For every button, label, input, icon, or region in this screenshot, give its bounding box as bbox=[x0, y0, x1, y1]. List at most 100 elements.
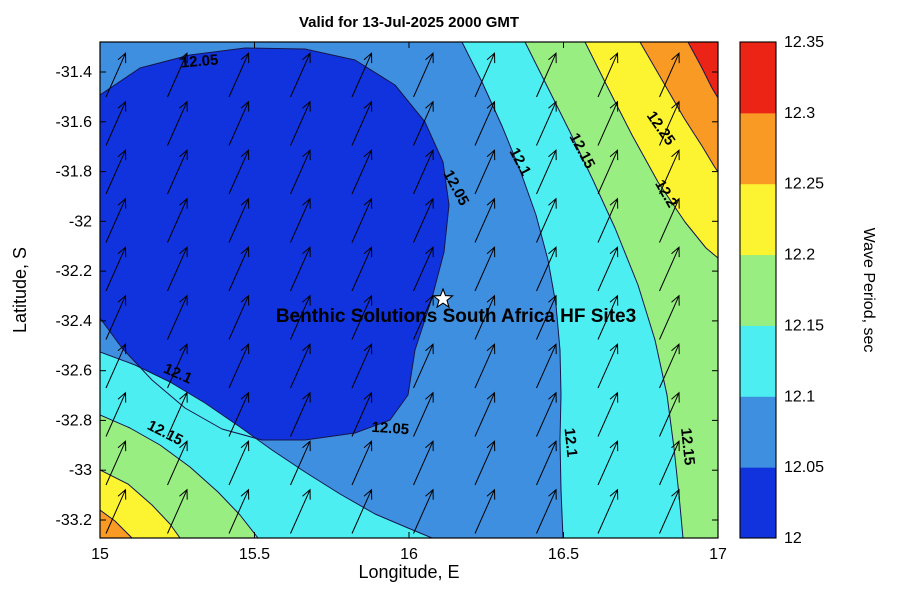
wave-direction-arrow bbox=[597, 343, 619, 389]
y-tick-label: -31.8 bbox=[56, 164, 93, 181]
contour-line-yellow-lowerleft bbox=[100, 469, 181, 538]
x-axis-label: Longitude, E bbox=[358, 562, 459, 582]
wave-direction-arrow bbox=[351, 197, 373, 243]
colorbar-tick-label: 12.35 bbox=[784, 34, 824, 51]
y-tick-label: -32 bbox=[69, 213, 92, 230]
contour-fill-regions bbox=[100, 42, 718, 538]
wave-direction-arrow bbox=[659, 440, 680, 486]
wave-direction-arrow bbox=[474, 100, 496, 146]
wave-direction-arrow bbox=[105, 197, 127, 243]
wave-direction-arrow bbox=[597, 391, 619, 437]
wave-direction-arrow bbox=[659, 488, 680, 534]
wave-direction-arrow bbox=[659, 197, 680, 243]
wave-direction-arrow bbox=[105, 294, 127, 340]
wave-direction-arrow bbox=[105, 391, 127, 437]
wave-direction-arrow bbox=[351, 440, 373, 486]
plot-title: Valid for 13-Jul-2025 2000 GMT bbox=[299, 14, 519, 31]
wave-direction-arrows bbox=[105, 52, 680, 534]
wave-direction-arrow bbox=[413, 440, 434, 486]
wave-direction-arrow bbox=[474, 391, 496, 437]
wave-direction-arrow bbox=[167, 440, 188, 486]
contour-label: 12.1 bbox=[560, 427, 580, 458]
contour-label: 12.15 bbox=[677, 427, 698, 466]
contour-line-orange-lowerleft bbox=[100, 509, 133, 538]
contour-lines bbox=[100, 42, 718, 538]
wave-direction-arrow bbox=[536, 440, 557, 486]
wave-direction-arrow bbox=[474, 149, 496, 195]
wave-direction-arrow bbox=[413, 391, 434, 437]
y-tick-label: -31.4 bbox=[56, 64, 93, 81]
colorbar-segment bbox=[740, 42, 776, 114]
wave-direction-arrow bbox=[536, 343, 557, 389]
y-tick-label: -32.4 bbox=[56, 313, 93, 330]
wave-direction-arrow bbox=[351, 100, 373, 146]
colorbar-segment bbox=[740, 467, 776, 539]
wave-direction-arrow bbox=[167, 246, 188, 292]
wave-direction-arrow bbox=[659, 246, 680, 292]
wave-direction-arrow bbox=[536, 100, 557, 146]
wave-direction-arrow bbox=[351, 343, 373, 389]
wave-direction-arrow bbox=[659, 294, 680, 340]
wave-direction-arrow bbox=[474, 52, 496, 98]
contour-label: 12.05 bbox=[180, 51, 219, 71]
wave-direction-arrow bbox=[659, 343, 680, 389]
x-tick-label: 17 bbox=[709, 546, 727, 563]
wave-direction-arrow bbox=[659, 100, 680, 146]
x-tick-label: 16.5 bbox=[548, 546, 579, 563]
wave-direction-arrow bbox=[536, 391, 557, 437]
wave-direction-arrow bbox=[228, 197, 250, 243]
colorbar-tick-label: 12.1 bbox=[784, 388, 815, 405]
y-tick-label: -32.8 bbox=[56, 412, 93, 429]
wave-direction-arrow bbox=[413, 100, 434, 146]
wave-direction-arrow bbox=[290, 343, 311, 389]
wave-direction-arrow bbox=[474, 343, 496, 389]
wave-direction-arrow bbox=[290, 149, 311, 195]
wave-direction-arrow bbox=[351, 149, 373, 195]
colorbar-tick-label: 12.05 bbox=[784, 459, 824, 476]
wave-direction-arrow bbox=[351, 52, 373, 98]
y-tick-label: -33.2 bbox=[56, 512, 93, 529]
wave-direction-arrow bbox=[597, 294, 619, 340]
wave-direction-arrow bbox=[536, 52, 557, 98]
colorbar-segment bbox=[740, 112, 776, 185]
wave-direction-arrow bbox=[228, 440, 250, 486]
y-tick-label: -31.6 bbox=[56, 114, 93, 131]
colorbar bbox=[740, 42, 776, 539]
wave-direction-arrow bbox=[167, 197, 188, 243]
wave-direction-arrow bbox=[167, 391, 188, 437]
y-axis-label: Latitude, S bbox=[10, 247, 30, 333]
wave-direction-arrow bbox=[597, 246, 619, 292]
wave-direction-arrow bbox=[413, 149, 434, 195]
colorbar-border bbox=[739, 41, 777, 539]
wave-direction-arrow bbox=[290, 246, 311, 292]
colorbar-tick-label: 12.2 bbox=[784, 247, 815, 264]
wave-direction-arrow bbox=[413, 343, 434, 389]
wave-direction-arrow bbox=[659, 149, 680, 195]
wave-direction-arrow bbox=[536, 149, 557, 195]
wave-direction-arrow bbox=[659, 52, 680, 98]
colorbar-tick-labels: 12.35 12.3 12.25 12.2 12.15 12.1 12.05 12 bbox=[784, 34, 824, 547]
contour-label: 12.05 bbox=[371, 419, 410, 439]
wave-direction-arrow bbox=[351, 488, 373, 534]
wave-direction-arrow bbox=[474, 440, 496, 486]
y-tick-label: -33 bbox=[69, 462, 92, 479]
wave-direction-arrow bbox=[290, 52, 311, 98]
wave-direction-arrow bbox=[597, 52, 619, 98]
contour-line-cyan-right bbox=[461, 42, 564, 538]
colorbar-tick-label: 12.15 bbox=[784, 317, 824, 334]
contour-line-red-topright bbox=[687, 42, 718, 99]
x-tick-labels: 15 15.5 16 16.5 17 bbox=[91, 546, 727, 563]
wave-direction-arrow bbox=[228, 246, 250, 292]
wave-direction-arrow bbox=[228, 52, 250, 98]
wave-direction-arrow bbox=[536, 197, 557, 243]
colorbar-label: Wave Period, sec bbox=[860, 228, 877, 353]
station-marker-group: Benthic Solutions South Africa HF Site3 bbox=[276, 287, 636, 327]
colorbar-segment bbox=[740, 396, 776, 468]
wave-direction-arrow bbox=[167, 100, 188, 146]
wave-direction-arrow bbox=[228, 294, 250, 340]
wave-direction-arrow bbox=[105, 488, 127, 534]
wave-direction-arrow bbox=[290, 488, 311, 534]
wave-direction-arrow bbox=[228, 100, 250, 146]
station-star-icon bbox=[432, 287, 454, 309]
